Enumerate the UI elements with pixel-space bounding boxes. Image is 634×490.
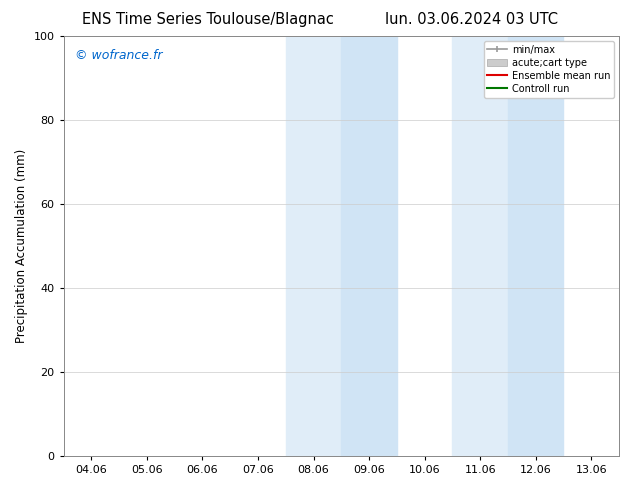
Y-axis label: Precipitation Accumulation (mm): Precipitation Accumulation (mm) <box>15 149 28 343</box>
Bar <box>453 36 508 456</box>
Bar <box>508 36 564 456</box>
Legend: min/max, acute;cart type, Ensemble mean run, Controll run: min/max, acute;cart type, Ensemble mean … <box>484 41 614 98</box>
Text: ENS Time Series Toulouse/Blagnac: ENS Time Series Toulouse/Blagnac <box>82 12 334 27</box>
Bar <box>341 36 397 456</box>
Text: © wofrance.fr: © wofrance.fr <box>75 49 162 62</box>
Bar <box>286 36 341 456</box>
Text: lun. 03.06.2024 03 UTC: lun. 03.06.2024 03 UTC <box>385 12 558 27</box>
